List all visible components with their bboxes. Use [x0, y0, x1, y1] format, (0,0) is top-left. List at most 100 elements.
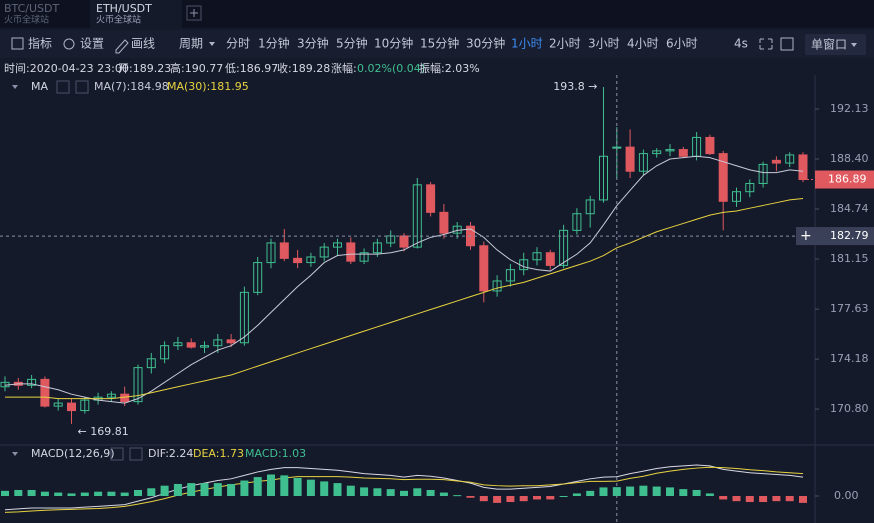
- window-icon[interactable]: [780, 37, 794, 51]
- macd-bar: [453, 495, 462, 497]
- macd-bar: [200, 483, 209, 497]
- fullscreen-icon[interactable]: [759, 38, 773, 50]
- macd-line: [4, 466, 804, 513]
- macd-bar: [1, 490, 9, 497]
- tool[interactable]: 设置: [80, 37, 104, 51]
- macd-bar: [732, 496, 741, 502]
- macd-bar: [280, 475, 289, 497]
- annotation: 193.8 →: [553, 80, 597, 93]
- caret: [851, 43, 857, 47]
- indicator-close[interactable]: [129, 447, 143, 461]
- legend-entry: MA(30):181.95: [167, 80, 249, 93]
- last-price-bg: [815, 170, 874, 189]
- info-open: 开:189.23: [118, 62, 171, 75]
- collapse[interactable]: [12, 452, 18, 456]
- period[interactable]: 1小时: [511, 37, 543, 51]
- macd-bar: [479, 496, 488, 502]
- tab-symbol[interactable]: BTC/USDT: [4, 2, 60, 15]
- window-select[interactable]: [805, 34, 866, 55]
- info-amplitude: 振幅:2.03%: [419, 61, 480, 75]
- macd-bar: [320, 481, 329, 497]
- plus-icon: [190, 9, 198, 17]
- tab-symbol[interactable]: ETH/USDT: [96, 2, 152, 15]
- candle-body: [678, 149, 688, 157]
- macd-bar: [40, 491, 49, 497]
- toolbar: [0, 30, 874, 58]
- candle-body: [771, 159, 781, 164]
- candle-body: [359, 252, 369, 262]
- period[interactable]: 3小时: [588, 37, 620, 51]
- legend-entry: MA(7):184.98: [94, 80, 169, 93]
- settings-icon: [63, 38, 75, 50]
- macd-bar: [147, 488, 156, 497]
- y-tick-label: 184.74: [830, 202, 869, 215]
- period[interactable]: 分时: [226, 37, 250, 51]
- macd-bar: [54, 492, 63, 497]
- period[interactable]: 2小时: [549, 37, 581, 51]
- candle-body: [253, 262, 263, 293]
- tool[interactable]: 画线: [131, 37, 155, 51]
- macd-bar: [400, 490, 408, 497]
- candle-body: [559, 229, 569, 266]
- period[interactable]: 4小时: [627, 37, 659, 51]
- crosshair-price: 182.79: [830, 229, 869, 242]
- period[interactable]: 30分钟: [466, 36, 505, 51]
- macd-bar: [373, 488, 382, 497]
- candle-body: [505, 269, 515, 282]
- macd-bar: [785, 496, 794, 502]
- ma-line: [4, 155, 804, 404]
- legend-entry: DEA:1.73: [193, 447, 244, 460]
- macd-bar: [652, 486, 661, 497]
- candle-body: [439, 211, 449, 234]
- indicator-setting[interactable]: [110, 447, 124, 461]
- macd-bar: [306, 479, 315, 497]
- macd-bar: [745, 496, 754, 503]
- y-tick-label: 177.63: [830, 302, 869, 315]
- candle-body: [798, 154, 808, 181]
- macd-bar: [493, 496, 502, 503]
- period[interactable]: 15分钟: [420, 36, 459, 51]
- candle-body: [492, 280, 502, 292]
- indicator-setting[interactable]: [56, 80, 70, 94]
- candle-body: [718, 153, 728, 202]
- candle-body: [200, 345, 209, 348]
- active-tab[interactable]: [90, 0, 182, 28]
- period[interactable]: 5分钟: [336, 36, 368, 51]
- macd-title: MACD(12,26,9): [31, 447, 115, 460]
- macd-bar: [466, 496, 475, 498]
- indicator-close[interactable]: [75, 80, 89, 94]
- macd-bar: [253, 477, 262, 497]
- tool[interactable]: 指标: [28, 36, 52, 51]
- candle-body: [479, 245, 489, 292]
- crosshair-label-bg: [796, 227, 874, 246]
- macd-bar: [759, 496, 768, 503]
- add-tab[interactable]: [186, 5, 202, 21]
- window-mode[interactable]: 单窗口: [811, 38, 847, 52]
- candle-body: [372, 242, 382, 254]
- macd-bar: [227, 483, 236, 497]
- info-close: 收:189.28: [277, 61, 330, 75]
- candle-body: [625, 146, 635, 172]
- period[interactable]: 10分钟: [374, 36, 413, 51]
- collapse[interactable]: [12, 85, 18, 89]
- candle-body: [319, 246, 329, 258]
- macd-bar: [533, 496, 541, 500]
- period[interactable]: 1分钟: [258, 36, 290, 51]
- y-tick-label: 181.15: [830, 252, 869, 265]
- macd-bar: [692, 489, 701, 497]
- macd-bar: [639, 485, 648, 497]
- macd-bar: [506, 496, 515, 503]
- draw-icon: [115, 39, 129, 54]
- candle-body: [599, 155, 608, 201]
- period-label[interactable]: 周期: [179, 37, 203, 51]
- candle-body: [333, 242, 342, 248]
- info-change-label: 涨幅:: [331, 62, 357, 75]
- indicator-label: MA: [31, 80, 48, 93]
- macd-bar: [799, 496, 807, 503]
- last-price: 186.89: [828, 173, 867, 186]
- macd-bar: [386, 489, 395, 497]
- legend-entry: MACD:1.03: [245, 447, 306, 460]
- period[interactable]: 3分钟: [297, 36, 329, 51]
- period[interactable]: 6小时: [666, 37, 698, 51]
